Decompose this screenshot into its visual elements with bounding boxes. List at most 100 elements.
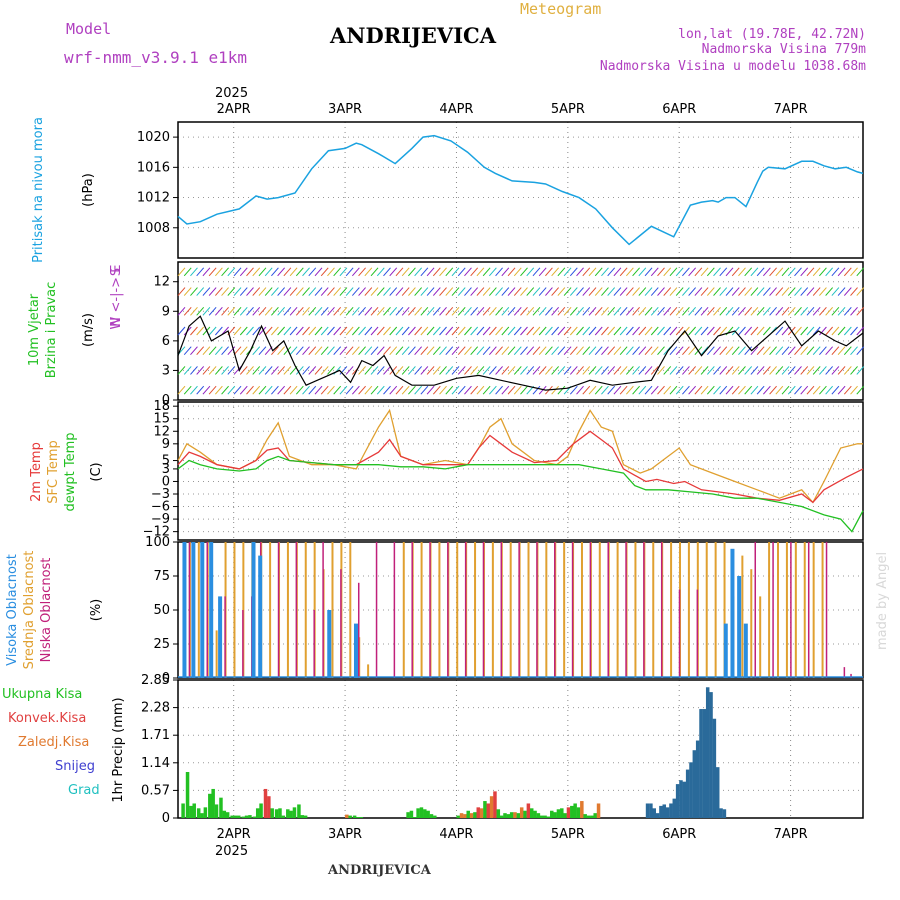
wind-barb — [731, 385, 740, 395]
wind-barb — [190, 326, 198, 336]
precip-bar — [519, 807, 524, 818]
wind-barb — [843, 287, 852, 296]
wind-barb — [351, 326, 360, 336]
wind-barb — [383, 326, 391, 336]
wind-barb — [576, 306, 584, 316]
mid-cloud-bar — [331, 542, 334, 678]
wind-barb — [258, 287, 267, 296]
wind-barb — [644, 287, 653, 296]
precip-bar — [679, 780, 683, 818]
wind-barb — [731, 267, 740, 277]
high-cloud-bar — [191, 542, 196, 678]
top-day-label: 2APR — [217, 102, 251, 117]
wind-barb — [825, 366, 834, 375]
top-day-labels: 2APR 3APR 4APR 5APR 6APR 7APR — [217, 102, 808, 117]
wind-barb — [762, 326, 771, 336]
wind-barb — [532, 287, 541, 296]
wind-barb — [756, 306, 765, 316]
mid-cloud-bar — [652, 542, 655, 678]
wind-barb — [495, 267, 503, 277]
wind-barb — [432, 287, 441, 296]
wind-barb — [601, 326, 609, 336]
wind-barb — [445, 366, 454, 375]
wind-barb — [445, 326, 454, 336]
precip-bar — [426, 810, 430, 818]
precip-bar — [433, 815, 437, 818]
precip-bar — [289, 810, 293, 818]
wind-barb — [271, 366, 279, 375]
wind-barb — [700, 306, 709, 316]
wind-barb — [594, 267, 603, 277]
wind-barb — [258, 346, 267, 356]
wind-barb — [588, 346, 597, 356]
low-cloud-bar — [850, 673, 852, 678]
y-tick-label: 75 — [153, 569, 170, 584]
wind-barb — [513, 287, 522, 296]
wind-barb — [794, 366, 802, 375]
wind-barb — [370, 366, 379, 375]
wind-barb — [376, 287, 385, 296]
precip-bar — [248, 815, 252, 818]
wind-barb — [476, 366, 485, 375]
wind-barb — [271, 267, 279, 277]
wind-barb — [395, 326, 404, 336]
wind-barb — [856, 306, 865, 316]
wind-barb — [370, 346, 379, 356]
temp-2m-line — [177, 430, 864, 504]
wind-barb — [464, 267, 472, 277]
low-cloud-bar — [825, 542, 828, 678]
wind-barb — [526, 326, 535, 336]
wind-barb — [650, 267, 659, 277]
wind-speed-line — [177, 315, 864, 391]
wind-barb — [675, 366, 684, 375]
precip-bar — [576, 807, 581, 818]
bottom-day-label: 5APR — [551, 827, 585, 842]
wind-barb — [825, 267, 834, 277]
precip-bar — [459, 813, 464, 818]
wind-barb — [843, 385, 852, 395]
cloud-panel: 0 25 50 75 100 Visoka Oblacnost Srednja Oblacn… — [5, 535, 864, 686]
wind-barb — [426, 267, 435, 277]
wind-barb — [607, 385, 616, 395]
wind-barb — [302, 267, 310, 277]
wind-barb — [513, 366, 522, 375]
precip-bar — [303, 815, 308, 818]
wind-barb — [252, 267, 261, 277]
sfc-temp-line — [177, 408, 863, 504]
precip-bar — [192, 803, 196, 818]
wind-barb — [700, 366, 709, 375]
wind-barb — [682, 385, 690, 395]
y-axis-unit: (C) — [89, 462, 104, 481]
wind-barb — [632, 366, 640, 375]
precip-bar — [556, 809, 561, 818]
wind-barb — [551, 287, 560, 296]
wind-barb — [520, 366, 528, 375]
wind-barb — [470, 267, 479, 277]
wind-barb — [333, 267, 342, 277]
wind-barb — [781, 366, 790, 375]
wind-barb — [825, 287, 834, 296]
wind-barb — [625, 287, 634, 296]
wind-barb — [327, 346, 335, 356]
wind-barb — [675, 385, 684, 395]
wind-barb — [806, 287, 815, 296]
precip-bar — [586, 815, 591, 818]
wind-barb — [214, 366, 223, 375]
wind-barb — [426, 287, 435, 296]
wind-barb — [252, 306, 261, 316]
wind-barb — [843, 346, 852, 356]
wind-barb — [694, 287, 703, 296]
wind-barb — [295, 366, 304, 375]
wind-barb — [594, 287, 603, 296]
wind-barb — [794, 326, 802, 336]
wind-barb — [700, 326, 709, 336]
wind-barb — [650, 326, 659, 336]
wind-barb — [327, 366, 335, 375]
wind-barb — [669, 346, 678, 356]
wind-barb — [457, 306, 466, 316]
precip-bar — [665, 807, 670, 818]
wind-barb — [320, 326, 329, 336]
wind-barb — [308, 366, 317, 375]
wind-barb — [482, 366, 491, 375]
